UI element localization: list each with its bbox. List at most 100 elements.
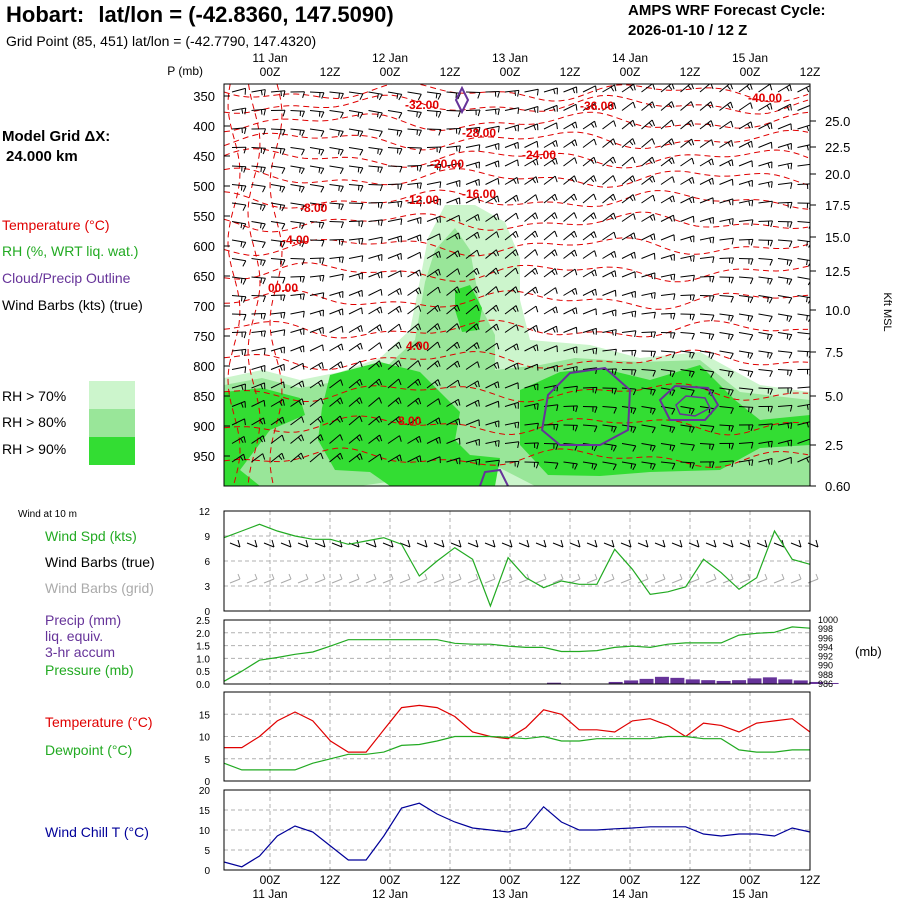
wind-barb (602, 231, 617, 241)
wind-barb (797, 421, 810, 428)
wind-barb (758, 458, 773, 465)
wind-barb (797, 104, 810, 111)
wind-barb (660, 119, 675, 130)
wind-barb (407, 128, 422, 137)
surface-grid-barb (722, 573, 734, 584)
wind-barb (426, 91, 442, 100)
wind-barb (446, 457, 461, 465)
wind-barb (680, 294, 695, 302)
wind-barb (680, 424, 695, 433)
temperature-contour-label: -28.00 (462, 126, 496, 140)
wind-barb (563, 385, 578, 393)
pressure-tick-label: 986 (818, 679, 833, 689)
height-tick-label: 17.5 (825, 198, 850, 213)
wind-barb (348, 325, 363, 333)
wind-barb (231, 418, 246, 426)
wind-barb (309, 221, 325, 229)
wind-barb (348, 237, 364, 245)
wind-barb (680, 119, 695, 130)
wind-barb (621, 232, 636, 241)
wind-barb (777, 387, 793, 395)
wind-barb (680, 313, 695, 321)
wind-barb (387, 378, 402, 389)
wind-barb (777, 123, 792, 131)
top-day-label: 14 Jan (612, 51, 648, 65)
wind-barb (290, 258, 305, 266)
wind-barb (660, 138, 675, 148)
wind-barb (231, 400, 246, 408)
wind-barb (231, 453, 246, 463)
wind-barb (797, 455, 810, 463)
temperature-contour-label: -36.00 (580, 99, 614, 113)
temperature-contour (224, 211, 809, 233)
wind-barb (602, 102, 617, 111)
wind-barb (329, 343, 344, 352)
wind-barb (270, 202, 286, 212)
surface-wind-barb (331, 539, 343, 548)
wind-barb (582, 424, 598, 433)
wind-barb (251, 258, 266, 267)
wind-barb (543, 345, 558, 353)
wind-barb (446, 304, 461, 315)
wind-barb (582, 85, 597, 93)
wind-barb (465, 178, 480, 186)
surface-wind-barb (365, 539, 377, 548)
wind-barb (563, 405, 578, 413)
wind-barb (777, 142, 792, 150)
pressure-ticks: 350 400 450 500 550 600 650 700 750 800 850 900 950 (193, 89, 230, 464)
wind-barb (504, 141, 519, 149)
wind-barb (348, 255, 364, 263)
wind-barb (758, 423, 773, 431)
wind-barb (777, 84, 792, 93)
wind-barb (387, 110, 403, 119)
surface-grid-barb (620, 573, 632, 584)
wind-barb (290, 128, 305, 137)
wind-barb (465, 109, 481, 117)
wind-barb (797, 438, 810, 444)
wind-barb (309, 309, 324, 317)
wind-barb (387, 128, 403, 137)
wind-barb (309, 415, 324, 426)
wind-barb (368, 236, 383, 244)
height-tick-label: 5.0 (825, 389, 843, 404)
temperature-contour (227, 84, 241, 485)
wind-barb (524, 140, 539, 148)
wind-barb (485, 160, 500, 168)
wind-barb (582, 138, 597, 148)
wind-barb (524, 461, 539, 469)
wind-barb (426, 163, 442, 171)
top-time-tick: 00Z (380, 65, 401, 79)
wind-barb (543, 212, 558, 222)
wind-barb (699, 120, 714, 130)
wind-barb (329, 452, 344, 463)
wind-barb (524, 442, 539, 450)
wind-barb (602, 443, 617, 452)
wind-barb (407, 323, 422, 333)
wind-barb (582, 327, 597, 335)
wind-barb (777, 439, 793, 447)
top-day-label: 11 Jan (252, 51, 287, 65)
wind-barb (368, 147, 383, 156)
surface-wind-barb (501, 539, 513, 548)
wind-barb (251, 276, 266, 285)
wind-barb (758, 350, 773, 359)
wind-barb (465, 196, 480, 204)
value-tick-label: 3 (204, 582, 210, 593)
wind-barb (231, 258, 247, 267)
wind-barb (758, 258, 773, 266)
wind-barb (446, 418, 461, 426)
wind-barb (563, 103, 578, 111)
wind-barb (368, 453, 383, 463)
wind-barb (446, 437, 461, 445)
legend-rh: RH (%, WRT liq. wat.) (2, 243, 139, 259)
wind-barb (738, 441, 754, 449)
wind-barb (231, 366, 247, 374)
surface-wind-barb (433, 539, 445, 548)
wind-barb (426, 398, 441, 407)
wind-barb (738, 219, 754, 227)
wind-barb (251, 453, 266, 463)
wind-barb (738, 258, 754, 265)
height-ticks: 25.0 22.5 20.0 17.5 15.0 12.5 10.0 7.5 5.0 2.5 0.6… (810, 114, 850, 494)
wind-barb (641, 175, 656, 185)
wind-panel-background (224, 511, 810, 611)
